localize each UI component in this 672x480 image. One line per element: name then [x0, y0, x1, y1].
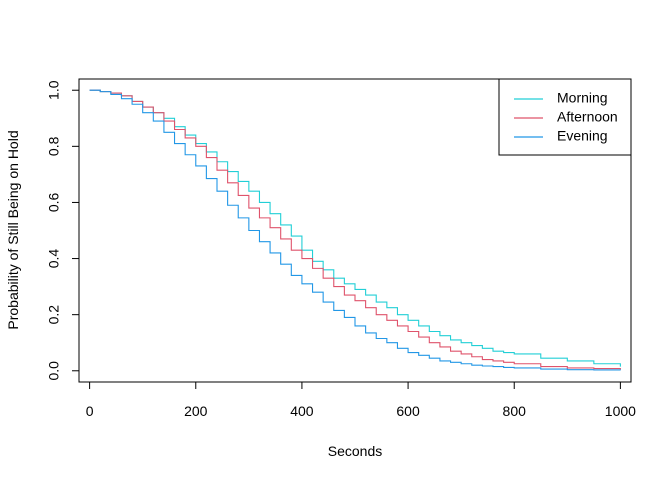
legend-label-morning: Morning: [557, 90, 608, 106]
x-axis-label: Seconds: [328, 443, 382, 459]
y-tick-label: 0.2: [46, 305, 62, 325]
y-tick-label: 0.0: [46, 361, 62, 381]
legend-label-afternoon: Afternoon: [557, 109, 618, 125]
x-tick-label: 400: [290, 403, 314, 419]
series-layer: [89, 89, 621, 371]
y-axis-label: Probability of Still Being on Hold: [5, 130, 21, 329]
x-tick-label: 1000: [605, 403, 636, 419]
x-tick-label: 0: [86, 403, 94, 419]
y-tick-label: 1.0: [46, 80, 62, 100]
x-tick-label: 200: [184, 403, 208, 419]
y-tick-label: 0.6: [46, 193, 62, 213]
legend-label-evening: Evening: [557, 128, 608, 144]
x-tick-label: 600: [396, 403, 420, 419]
y-tick-label: 0.8: [46, 136, 62, 156]
y-tick-label: 0.4: [46, 249, 62, 269]
series-line-evening: [89, 89, 621, 371]
legend: Morning Afternoon Evening: [498, 78, 632, 156]
legend-box: [498, 78, 632, 156]
y-axis: 0.0 0.2 0.4 0.6 0.8 1.0: [46, 80, 80, 381]
x-axis: 0 200 400 600 800 1000: [86, 381, 636, 419]
series-line-afternoon: [89, 89, 621, 370]
x-tick-label: 800: [503, 403, 527, 419]
